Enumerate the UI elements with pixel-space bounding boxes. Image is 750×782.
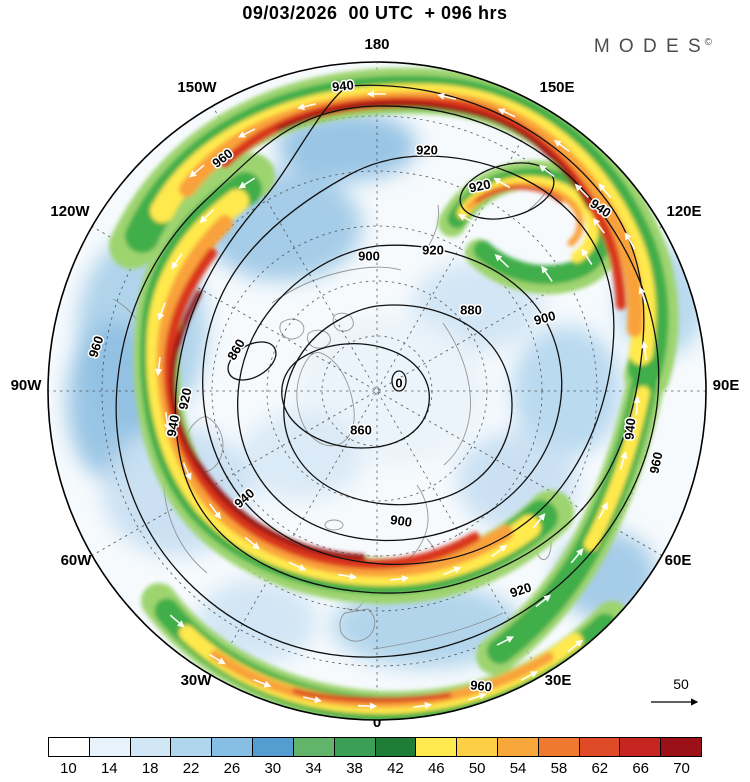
colorbar-tick-label: 46 <box>427 760 445 777</box>
contour-label: 940 <box>331 77 354 94</box>
wind-reference-value: 50 <box>673 676 689 692</box>
map-rim <box>47 61 707 721</box>
colorbar-cell <box>497 738 539 756</box>
colorbar-tick-label: 62 <box>591 760 609 777</box>
colorbar-cell <box>416 738 458 756</box>
lon-label-30e: 30E <box>544 672 572 689</box>
contour-label: 880 <box>460 302 482 317</box>
contour-label: 920 <box>416 142 438 157</box>
contour-label: 960 <box>646 451 665 475</box>
colorbar-cell <box>293 738 335 756</box>
lon-label-120w: 120W <box>50 203 90 220</box>
contour-label: 940 <box>164 414 183 438</box>
colorbar-cell <box>620 738 662 756</box>
colorbar-tick-label: 22 <box>182 760 200 777</box>
colorbar-tick-label: 50 <box>468 760 486 777</box>
wind-reference: 50 <box>651 676 699 706</box>
colorbar-cell <box>334 738 376 756</box>
colorbar-tick-label: 34 <box>305 760 323 777</box>
contour-label: 900 <box>389 512 413 530</box>
chart-title: 09/03/2026 00 UTC + 096 hrs <box>242 3 508 23</box>
contour-label: 940 <box>622 417 639 440</box>
colorbar-tick-label: 30 <box>264 760 282 777</box>
colorbar-cell <box>538 738 580 756</box>
lon-label-30w: 30W <box>180 672 212 689</box>
lon-label-60e: 60E <box>664 552 692 569</box>
lon-label-150w: 150W <box>177 79 217 96</box>
lon-label-90e: 90E <box>712 377 740 394</box>
colorbar-tick-label: 58 <box>550 760 568 777</box>
contour-label: 920 <box>175 387 194 411</box>
colorbar-cell <box>49 738 90 756</box>
lon-label-150e: 150E <box>539 79 575 96</box>
contour-label: 860 <box>350 422 372 437</box>
brand-copyright-mark: © <box>704 36 714 48</box>
lon-label-120e: 120E <box>666 203 702 220</box>
lon-label-60w: 60W <box>60 552 92 569</box>
colorbar-cell <box>579 738 621 756</box>
brand-logo: M O D E S © <box>594 36 714 58</box>
contour-label: 900 <box>532 308 557 328</box>
colorbar-tick-label: 38 <box>346 760 363 777</box>
brand-text: M O D E S <box>593 36 703 57</box>
lon-label-90w: 90W <box>10 377 42 394</box>
contour-label: 920 <box>468 176 492 195</box>
lon-label-180: 180 <box>364 36 390 53</box>
colorbar-tick-label: 42 <box>387 760 404 777</box>
colorbar-cell <box>661 738 701 756</box>
colorbar-tick-label: 10 <box>60 760 77 777</box>
contour-labels: 940 920 960 940 920 900 920 880 860 860 … <box>84 76 667 696</box>
colorbar-tick-label: 26 <box>223 760 241 777</box>
colorbar-cell <box>457 738 498 756</box>
colorbar-tick-label: 14 <box>100 760 118 777</box>
contour-label: 900 <box>358 248 380 263</box>
hemisphere-map: 940 920 960 940 920 900 920 880 860 860 … <box>47 61 707 721</box>
contour-label: 920 <box>422 242 444 257</box>
map-area: 940 920 960 940 920 900 920 880 860 860 … <box>47 61 707 721</box>
colorbar-tick-label: 18 <box>141 760 159 777</box>
colorbar-cell <box>130 738 172 756</box>
colorbar-tick-label: 54 <box>509 760 527 777</box>
colorbar-tick-label: 70 <box>673 760 690 777</box>
colorbar-cell <box>253 738 294 756</box>
contour-label: 960 <box>470 677 493 694</box>
contour-lines <box>115 84 660 658</box>
wind-arrows <box>155 90 649 710</box>
colorbar-tick-label: 66 <box>632 760 650 777</box>
colorbar-cell <box>171 738 213 756</box>
colorbar <box>48 737 702 757</box>
colorbar-ticks: 10 14 18 22 26 30 34 38 42 46 50 54 58 62 66 70 <box>48 760 702 778</box>
contour-label: 0 <box>395 375 402 390</box>
lon-label-0: 0 <box>372 714 382 731</box>
colorbar-cell <box>212 738 254 756</box>
colorbar-cell <box>89 738 131 756</box>
colorbar-cell <box>375 738 417 756</box>
